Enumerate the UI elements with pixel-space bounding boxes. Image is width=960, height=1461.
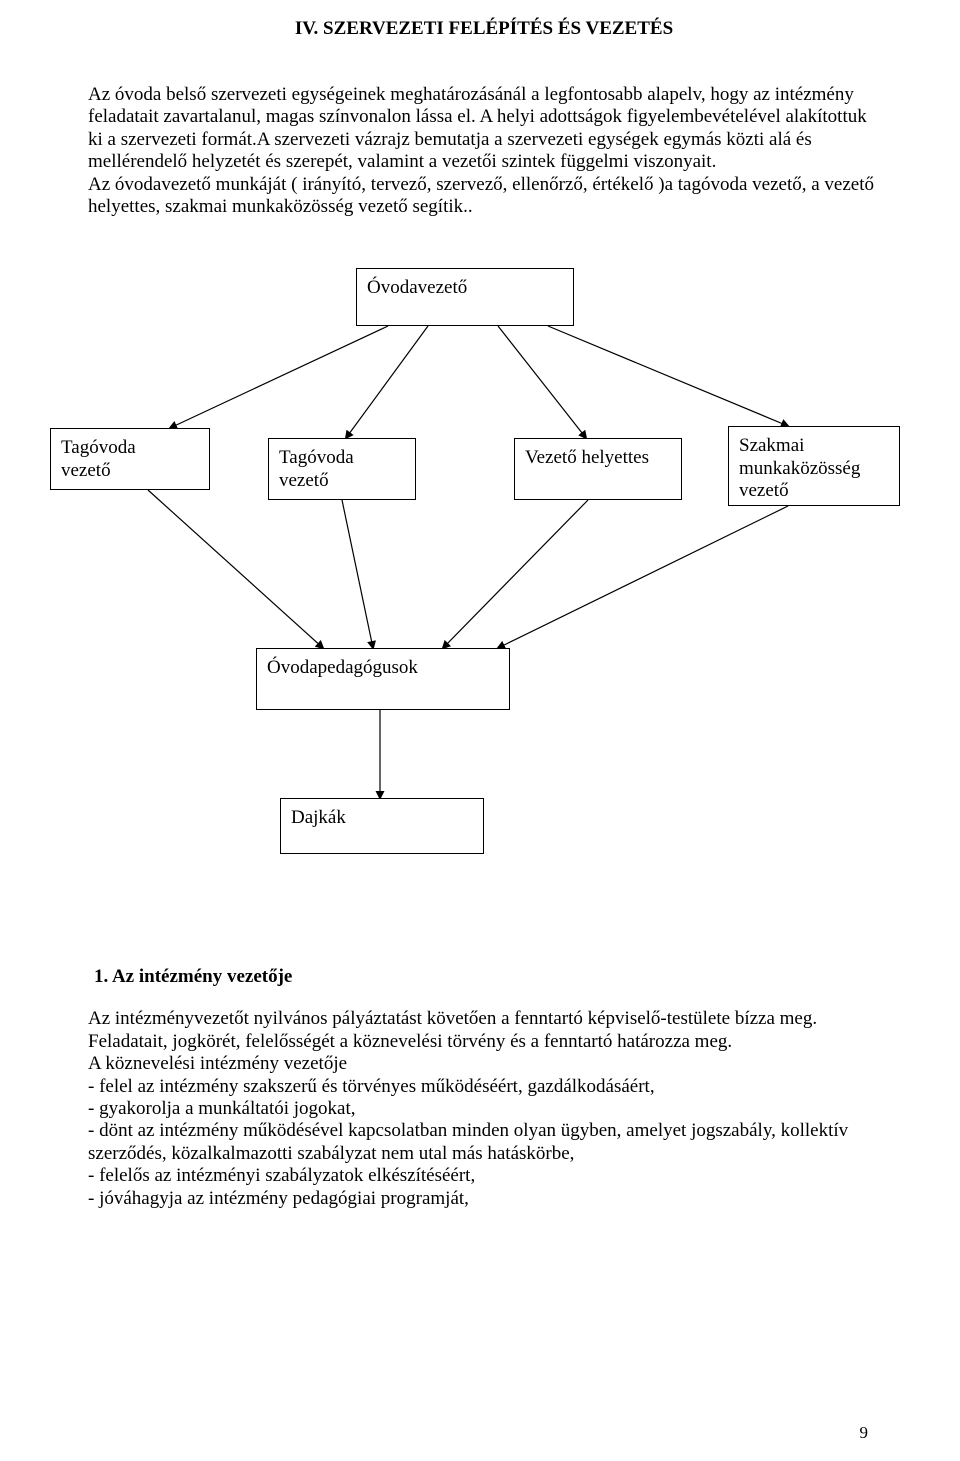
node-helyettes: Vezető helyettes	[514, 438, 682, 500]
section-li1: - felel az intézmény szakszerű és törvén…	[88, 1076, 655, 1097]
section-li4: - felelős az intézményi szabályzatok elk…	[88, 1165, 475, 1186]
org-chart-arrows	[88, 228, 880, 948]
page-title: IV. SZERVEZETI FELÉPÍTÉS ÉS VEZETÉS	[88, 18, 880, 40]
section-p1: Az intézményvezetőt nyilvános pályáztatá…	[88, 1008, 817, 1051]
intro-text: Az óvoda belső szervezeti egységeinek me…	[88, 84, 880, 218]
node-dajkak: Dajkák	[280, 798, 484, 854]
page-number: 9	[860, 1423, 869, 1443]
node-pedagogusok: Óvodapedagógusok	[256, 648, 510, 710]
intro-p2: Az óvodavezető munkáját ( irányító, terv…	[88, 174, 874, 217]
node-tag2: Tagóvodavezető	[268, 438, 416, 500]
node-ovodavezeto: Óvodavezető	[356, 268, 574, 326]
section-heading: 1. Az intézmény vezetője	[88, 966, 880, 988]
section-li5: - jóváhagyja az intézmény pedagógiai pro…	[88, 1188, 469, 1209]
section-body: Az intézményvezetőt nyilvános pályáztatá…	[88, 1008, 880, 1210]
node-szakmai: Szakmaimunkaközösségvezető	[728, 426, 900, 506]
intro-p1: Az óvoda belső szervezeti egységeinek me…	[88, 84, 867, 172]
section-li2: - gyakorolja a munkáltatói jogokat,	[88, 1098, 356, 1119]
node-tag1: Tagóvodavezető	[50, 428, 210, 490]
section-p2: A köznevelési intézmény vezetője	[88, 1053, 347, 1074]
org-chart: ÓvodavezetőTagóvodavezetőTagóvodavezetőV…	[88, 228, 880, 948]
section-li3: - dönt az intézmény működésével kapcsola…	[88, 1120, 848, 1163]
page: IV. SZERVEZETI FELÉPÍTÉS ÉS VEZETÉS Az ó…	[0, 0, 960, 1461]
